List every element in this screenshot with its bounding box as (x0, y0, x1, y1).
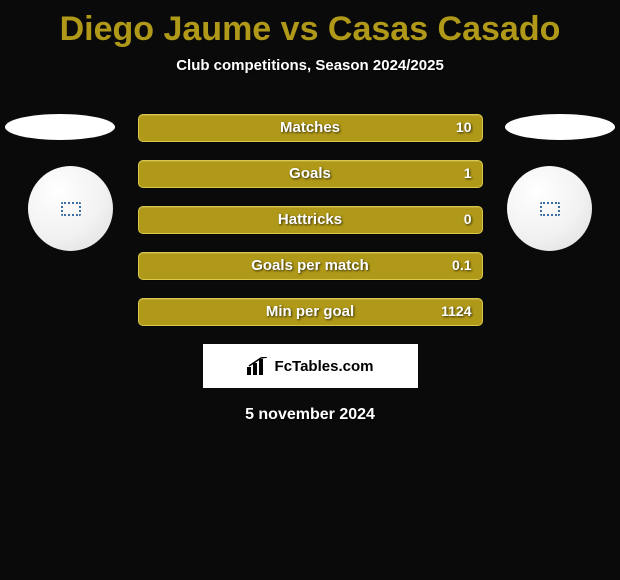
page-subtitle: Club competitions, Season 2024/2025 (0, 57, 620, 74)
stat-label: Matches (280, 119, 340, 136)
player-left-ball (28, 166, 113, 251)
shirt-icon (61, 202, 81, 216)
comparison-arena: Matches 10 Goals 1 Hattricks 0 Goals per… (0, 114, 620, 326)
stat-bar-goals-per-match: Goals per match 0.1 (138, 252, 483, 280)
bar-chart-icon (247, 357, 269, 375)
stat-bars: Matches 10 Goals 1 Hattricks 0 Goals per… (138, 114, 483, 326)
stat-bar-min-per-goal: Min per goal 1124 (138, 298, 483, 326)
player-right-ball (507, 166, 592, 251)
stat-value-right: 1124 (441, 303, 471, 319)
stat-label: Hattricks (278, 211, 342, 228)
stat-value-right: 0.1 (452, 257, 471, 273)
stat-bar-hattricks: Hattricks 0 (138, 206, 483, 234)
stat-value-right: 10 (456, 119, 472, 135)
stat-bar-goals: Goals 1 (138, 160, 483, 188)
shirt-icon (540, 202, 560, 216)
stat-label: Goals (289, 165, 331, 182)
player-right-disc (505, 114, 615, 140)
date-text: 5 november 2024 (0, 406, 620, 424)
logo-box: FcTables.com (203, 344, 418, 388)
page-title: Diego Jaume vs Casas Casado (0, 0, 620, 49)
stat-value-right: 1 (464, 165, 472, 181)
player-left-disc (5, 114, 115, 140)
stat-label: Min per goal (266, 303, 354, 320)
stat-bar-matches: Matches 10 (138, 114, 483, 142)
logo-text: FcTables.com (275, 358, 374, 375)
stat-label: Goals per match (251, 257, 369, 274)
stat-value-right: 0 (464, 211, 472, 227)
